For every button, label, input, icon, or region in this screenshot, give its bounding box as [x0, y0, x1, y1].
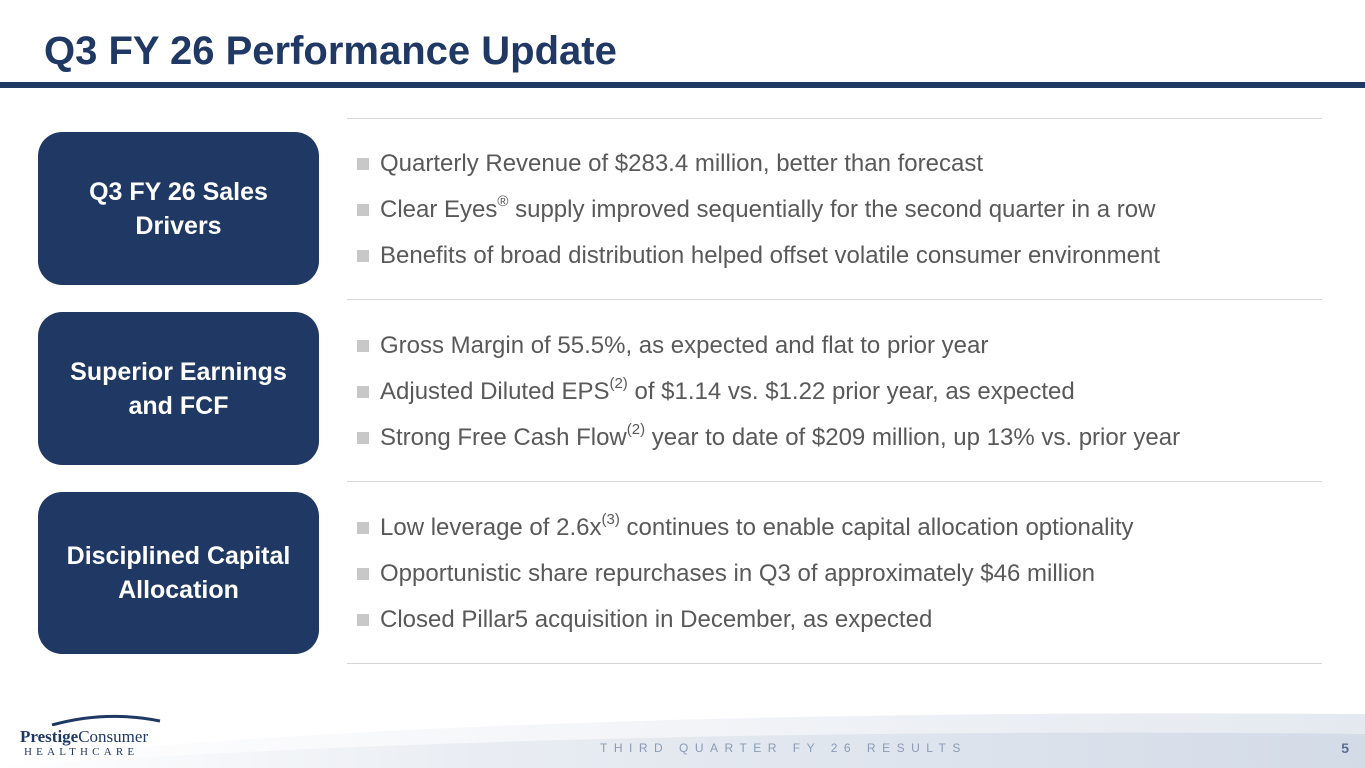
section-divider [347, 299, 1322, 300]
bullet-list-capital-allocation: Low leverage of 2.6x(3) continues to ena… [357, 505, 1134, 643]
bullet-item: Opportunistic share repurchases in Q3 of… [357, 551, 1134, 597]
bullet-text: Adjusted Diluted EPS(2) of $1.14 vs. $1.… [380, 375, 1075, 405]
superscript: ® [497, 193, 509, 210]
footer-report-title: THIRD QUARTER FY 26 RESULTS [600, 741, 967, 755]
bullet-text: Quarterly Revenue of $283.4 million, bet… [380, 150, 983, 177]
bullet-list-sales-drivers: Quarterly Revenue of $283.4 million, bet… [357, 141, 1160, 279]
logo-wordmark-prestige: Prestige [20, 727, 79, 746]
section-label: Disciplined Capital Allocation [66, 542, 291, 604]
square-bullet-icon [357, 158, 369, 170]
square-bullet-icon [357, 250, 369, 262]
page-number: 5 [1341, 740, 1349, 756]
bullet-text: Clear Eyes® supply improved sequentially… [380, 193, 1156, 223]
square-bullet-icon [357, 204, 369, 216]
title-rule [0, 82, 1365, 88]
bullet-item: Closed Pillar5 acquisition in December, … [357, 597, 1134, 643]
footer-swoosh [0, 713, 1365, 768]
bullet-text: Benefits of broad distribution helped of… [380, 242, 1161, 269]
company-logo: PrestigeConsumer HEALTHCARE [20, 712, 170, 762]
section-divider [347, 118, 1322, 119]
square-bullet-icon [357, 340, 369, 352]
section-divider [347, 663, 1322, 664]
bullet-item: Low leverage of 2.6x(3) continues to ena… [357, 505, 1134, 551]
slide-title: Q3 FY 26 Performance Update [44, 29, 617, 73]
bullet-text: Low leverage of 2.6x(3) continues to ena… [380, 511, 1134, 541]
bullet-text: Closed Pillar5 acquisition in December, … [380, 606, 933, 633]
bullet-item: Benefits of broad distribution helped of… [357, 233, 1160, 279]
square-bullet-icon [357, 568, 369, 580]
section-box-sales-drivers: Q3 FY 26 Sales Drivers [38, 132, 319, 285]
logo-arc-icon [51, 714, 161, 726]
section-divider [347, 481, 1322, 482]
section-box-earnings-fcf: Superior Earnings and FCF [38, 312, 319, 465]
square-bullet-icon [357, 432, 369, 444]
section-label: Superior Earnings and FCF [70, 357, 287, 420]
bullet-text: Opportunistic share repurchases in Q3 of… [380, 560, 1096, 587]
square-bullet-icon [357, 522, 369, 534]
square-bullet-icon [357, 386, 369, 398]
section-label: Q3 FY 26 Sales Drivers [89, 177, 268, 240]
bullet-list-earnings-fcf: Gross Margin of 55.5%, as expected and f… [357, 323, 1180, 461]
bullet-item: Adjusted Diluted EPS(2) of $1.14 vs. $1.… [357, 369, 1180, 415]
square-bullet-icon [357, 614, 369, 626]
logo-wordmark-healthcare: HEALTHCARE [24, 746, 139, 758]
section-box-capital-allocation: Disciplined Capital Allocation [38, 492, 319, 654]
superscript: (3) [601, 511, 620, 528]
bullet-text: Gross Margin of 55.5%, as expected and f… [380, 332, 989, 359]
bullet-item: Strong Free Cash Flow(2) year to date of… [357, 415, 1180, 461]
logo-wordmark-consumer: Consumer [78, 727, 149, 746]
superscript: (2) [626, 421, 646, 438]
bullet-item: Quarterly Revenue of $283.4 million, bet… [357, 141, 1160, 187]
bullet-item: Clear Eyes® supply improved sequentially… [357, 187, 1160, 233]
bullet-item: Gross Margin of 55.5%, as expected and f… [357, 323, 1180, 369]
superscript: (2) [609, 375, 628, 392]
bullet-text: Strong Free Cash Flow(2) year to date of… [380, 421, 1181, 451]
